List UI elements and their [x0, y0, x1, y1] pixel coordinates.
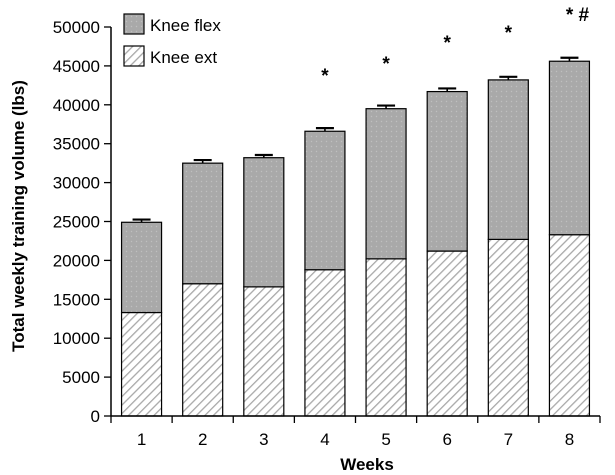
bar-knee-flex-week-8 [548, 60, 591, 236]
x-tick-label-1: 1 [137, 430, 146, 449]
y-tick-label-0: 0 [91, 407, 100, 426]
x-tick-label-4: 4 [320, 430, 329, 449]
significance-marker-week-4: * [321, 66, 329, 87]
y-axis-title: Total weekly training volume (lbs) [9, 80, 28, 352]
y-tick-label-1: 5000 [62, 368, 100, 387]
y-tick-label-3: 15000 [53, 290, 100, 309]
bar-knee-ext-week-8 [548, 234, 591, 417]
legend-swatch-knee-ext [123, 45, 145, 67]
y-tick-label-5: 25000 [53, 213, 100, 232]
bar-knee-ext-week-3 [243, 286, 285, 417]
y-tick-label-4: 20000 [53, 251, 100, 270]
bar-knee-flex-week-2 [182, 162, 224, 285]
y-tick-label-9: 45000 [53, 57, 100, 76]
significance-marker-week-5: * [382, 54, 390, 75]
legend: Knee flex Knee ext [123, 13, 221, 67]
bar-knee-flex-week-3 [243, 157, 285, 288]
x-tick-label-3: 3 [259, 430, 268, 449]
bar-knee-flex-week-1 [120, 221, 163, 314]
significance-marker-week-7: * [505, 23, 513, 44]
x-tick-label-2: 2 [198, 430, 207, 449]
bar-knee-flex-week-5 [365, 108, 407, 260]
bar-knee-flex-week-4 [304, 130, 346, 271]
bar-knee-ext-week-1 [120, 311, 163, 417]
bar-knee-flex-week-6 [426, 90, 468, 252]
x-tick-label-6: 6 [442, 430, 451, 449]
x-axis-title: Weeks [340, 455, 394, 474]
y-tick-label-2: 10000 [53, 329, 100, 348]
x-tick-label-5: 5 [381, 430, 390, 449]
bar-knee-ext-week-6 [426, 250, 468, 417]
bar-knee-ext-week-5 [365, 258, 407, 417]
plot-area: 0 5000 10000 15000 20000 25000 30000 35000 40000… [53, 5, 601, 449]
legend-swatch-knee-flex [123, 13, 145, 35]
bar-knee-ext-week-4 [304, 269, 346, 417]
bar-knee-flex-week-7 [487, 79, 529, 240]
x-tick-label-8: 8 [565, 430, 574, 449]
legend-label-knee-flex: Knee flex [150, 16, 221, 35]
y-tick-label-7: 35000 [53, 135, 100, 154]
bar-knee-ext-week-7 [487, 238, 529, 417]
x-tick-label-7: 7 [504, 430, 513, 449]
significance-marker-week-8: * # [566, 5, 590, 26]
y-tick-label-6: 30000 [53, 174, 100, 193]
legend-label-knee-ext: Knee ext [150, 48, 217, 67]
bar-knee-ext-week-2 [182, 283, 224, 417]
y-tick-label-8: 40000 [53, 96, 100, 115]
y-tick-label-10: 50000 [53, 18, 100, 37]
significance-marker-week-6: * [443, 33, 451, 54]
